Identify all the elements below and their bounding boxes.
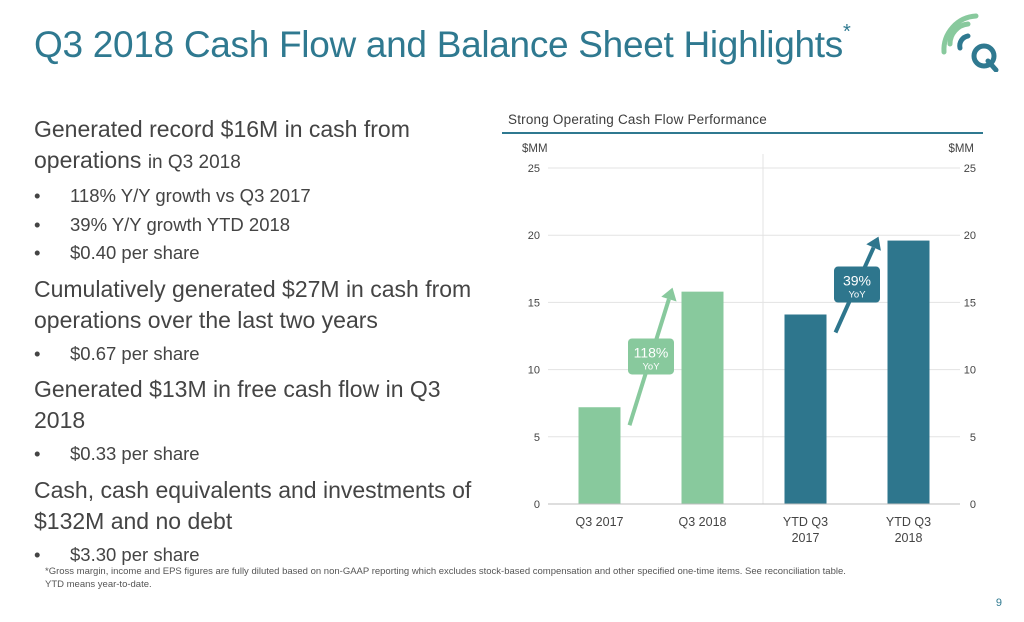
footnote: *Gross margin, income and EPS figures ar…: [45, 565, 945, 591]
page-number: 9: [995, 597, 1002, 609]
y-tick-label-right: 25: [964, 163, 976, 175]
growth-badge: [834, 266, 880, 303]
section-cash-from-operations: Generated record $16M in cash from opera…: [34, 114, 484, 268]
operating-cash-flow-chart: $MM $MM 0 0 5 5 10 10 15 15 20 20 25 25 Q3 2017 Q3 2018…: [522, 143, 976, 545]
growth-badge: [628, 338, 674, 375]
x-tick-label: 2017: [792, 531, 820, 545]
x-tick-label: 2018: [895, 531, 923, 545]
growth-arrow-head: [661, 287, 677, 302]
y-tick-label-left: 10: [528, 365, 540, 377]
footnote-line: *Gross margin, income and EPS figures ar…: [45, 566, 846, 577]
slide-title: Q3 2018 Cash Flow and Balance Sheet High…: [34, 20, 851, 66]
bar-2: [681, 291, 724, 504]
bar-1: [578, 407, 621, 504]
section-cash-and-investments: Cash, cash equivalents and investments o…: [34, 475, 484, 570]
growth-arrow-head: [866, 236, 881, 251]
y-tick-label-right: 20: [964, 230, 976, 242]
bullet-item: 39% Y/Y growth YTD 2018: [34, 211, 484, 240]
growth-percent-label: 39%: [843, 273, 871, 289]
y-axis-unit-right: $MM: [948, 143, 974, 155]
y-tick-label-right: 5: [970, 432, 976, 444]
section-cumulative-cash: Cumulatively generated $27M in cash from…: [34, 274, 484, 369]
bullet-item: $0.40 per share: [34, 239, 484, 268]
y-tick-label-right: 15: [964, 297, 976, 309]
growth-yoy-label: YoY: [642, 361, 660, 372]
y-tick-label-left: 15: [528, 297, 540, 309]
x-tick-label: Q3 2018: [679, 515, 727, 529]
y-tick-label-left: 20: [528, 230, 540, 242]
company-logo-icon: [941, 13, 999, 72]
bullet-item: $0.33 per share: [34, 440, 484, 469]
bullet-item: $0.67 per share: [34, 340, 484, 369]
bar-4: [887, 240, 930, 504]
x-tick-label: YTD Q3: [886, 515, 931, 529]
y-axis-unit-left: $MM: [522, 143, 548, 155]
y-tick-label-right: 10: [964, 365, 976, 377]
slide-title-text: Q3 2018 Cash Flow and Balance Sheet High…: [34, 24, 843, 65]
y-tick-label-left: 5: [534, 432, 540, 444]
y-tick-label-left: 25: [528, 163, 540, 175]
section-heading: Cash, cash equivalents and investments o…: [34, 476, 472, 534]
y-tick-label-right: 0: [970, 499, 976, 511]
bullet-item: 118% Y/Y growth vs Q3 2017: [34, 182, 484, 211]
x-tick-label: Q3 2017: [576, 515, 624, 529]
title-footnote-mark: *: [842, 20, 851, 43]
section-heading: Cumulatively generated $27M in cash from…: [34, 275, 472, 333]
highlights-panel: Generated record $16M in cash from opera…: [34, 114, 484, 575]
growth-percent-label: 118%: [634, 344, 669, 360]
section-heading: Generated $13M in free cash flow in Q3 2…: [34, 376, 441, 433]
x-tick-label: YTD Q3: [783, 515, 828, 529]
section-heading: Generated record $16M in cash from opera…: [34, 116, 410, 173]
footnote-line: YTD means year-to-date.: [45, 579, 152, 590]
chart-title-rule: [502, 132, 983, 134]
chart-title: Strong Operating Cash Flow Performance: [508, 112, 767, 127]
bar-3: [784, 314, 827, 504]
section-free-cash-flow: Generated $13M in free cash flow in Q3 2…: [34, 374, 484, 469]
bullet-item: $3.30 per share: [34, 541, 484, 570]
growth-yoy-label: YoY: [848, 290, 866, 301]
y-tick-label-left: 0: [534, 499, 540, 511]
